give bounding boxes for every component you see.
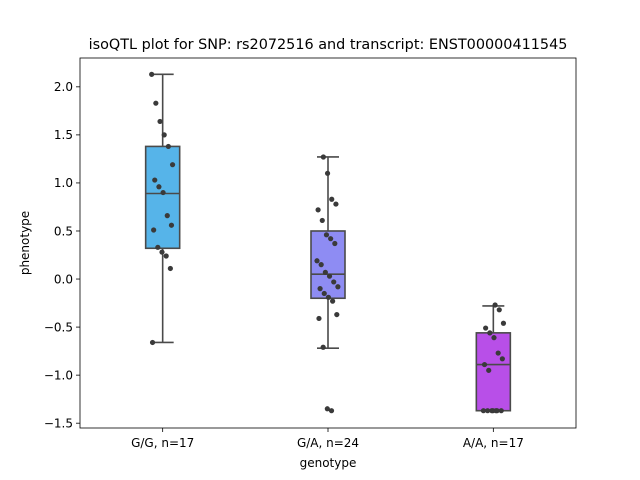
- data-point: [315, 207, 321, 213]
- data-point: [157, 118, 163, 125]
- iqr-box: [144, 145, 181, 250]
- data-point: [169, 162, 176, 168]
- y-tick-label: 0.5: [54, 224, 73, 238]
- data-point: [149, 71, 155, 77]
- data-point: [330, 298, 336, 304]
- x-axis: G/G, n=17 G/A, n=24 A/A, n=17: [131, 428, 524, 450]
- y-tick-label: 1.0: [54, 176, 73, 190]
- data-point: [328, 236, 334, 242]
- data-point: [159, 249, 165, 255]
- data-point: [333, 201, 339, 207]
- data-point: [334, 311, 340, 318]
- data-point: [321, 290, 327, 297]
- data-point: [487, 330, 493, 336]
- y-tick-label: 0.0: [54, 272, 73, 286]
- box-group: [310, 156, 346, 350]
- data-point: [168, 222, 175, 228]
- data-point: [314, 258, 320, 264]
- data-point: [500, 320, 507, 326]
- y-tick-label: 1.5: [54, 128, 73, 142]
- data-point: [320, 344, 326, 350]
- data-point: [156, 184, 162, 190]
- data-point: [492, 302, 498, 308]
- data-point: [493, 408, 499, 414]
- data-point: [163, 253, 169, 259]
- data-point: [485, 408, 491, 414]
- data-point: [498, 408, 504, 414]
- data-point: [316, 315, 322, 322]
- y-axis: −1.5 −1.0 −0.5 0.0 0.5 1.0 1.5 2.0: [44, 80, 80, 430]
- y-tick-label: 2.0: [54, 80, 73, 94]
- iqr-box: [475, 332, 512, 412]
- y-tick-label: −1.0: [44, 368, 73, 382]
- data-point: [318, 262, 324, 268]
- data-point: [161, 132, 167, 138]
- data-point: [160, 189, 166, 196]
- data-point: [331, 279, 337, 285]
- data-point: [491, 335, 497, 341]
- x-axis-label: genotype: [300, 456, 357, 470]
- data-point: [329, 196, 335, 202]
- chart-marks: [144, 71, 512, 414]
- data-point: [495, 350, 501, 356]
- data-point: [149, 339, 156, 346]
- data-point: [320, 154, 326, 160]
- data-point: [483, 325, 489, 331]
- data-point: [155, 244, 161, 250]
- y-axis-label: phenotype: [18, 211, 32, 275]
- data-point: [323, 232, 330, 238]
- data-point: [324, 406, 330, 412]
- chart-title: isoQTL plot for SNP: rs2072516 and trans…: [89, 37, 568, 53]
- x-tick-label: A/A, n=17: [463, 436, 524, 450]
- data-point: [332, 240, 338, 247]
- data-point: [164, 213, 170, 219]
- data-point: [151, 227, 157, 233]
- data-point: [165, 143, 171, 150]
- data-point: [489, 408, 495, 414]
- data-point: [317, 286, 323, 292]
- data-point: [499, 356, 505, 362]
- data-point: [481, 361, 488, 368]
- data-point: [326, 273, 333, 279]
- data-point: [496, 307, 502, 313]
- data-point: [319, 217, 325, 224]
- data-point: [153, 100, 159, 106]
- y-tick-label: −1.5: [44, 416, 73, 430]
- data-point: [335, 284, 341, 290]
- x-tick-label: G/A, n=24: [297, 436, 359, 450]
- data-point: [480, 408, 487, 414]
- data-point: [167, 265, 173, 272]
- data-point: [328, 408, 335, 414]
- data-point: [486, 367, 492, 373]
- data-point: [325, 294, 332, 300]
- data-point: [152, 177, 158, 183]
- data-point: [324, 170, 331, 176]
- iqr-box: [310, 230, 346, 300]
- y-tick-label: −0.5: [44, 320, 73, 334]
- x-tick-label: G/G, n=17: [131, 436, 194, 450]
- data-point: [322, 269, 328, 275]
